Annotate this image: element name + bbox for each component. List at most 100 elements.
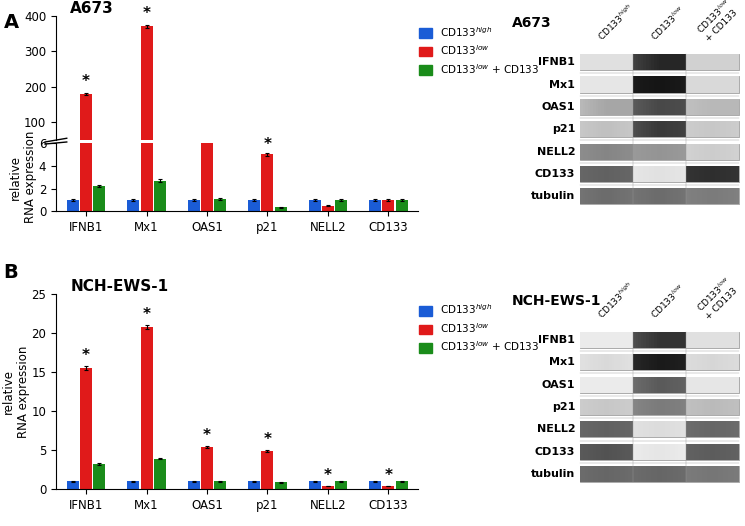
Bar — [627, 144, 630, 160]
Bar — [635, 144, 638, 160]
Bar — [644, 421, 647, 438]
Bar — [588, 99, 591, 115]
Bar — [588, 421, 591, 438]
Bar — [580, 54, 583, 70]
Bar — [609, 166, 612, 182]
Bar — [654, 76, 657, 93]
Bar — [638, 399, 641, 415]
Bar — [688, 354, 691, 370]
Bar — [603, 188, 606, 205]
Bar — [736, 144, 739, 160]
Bar — [707, 144, 710, 160]
Bar — [675, 166, 678, 182]
Bar — [625, 188, 628, 205]
Bar — [625, 54, 628, 70]
Bar — [641, 466, 644, 482]
Bar — [662, 421, 665, 438]
Bar — [598, 144, 601, 160]
Bar — [673, 466, 676, 482]
Bar — [657, 99, 659, 115]
Bar — [335, 200, 347, 211]
Bar — [641, 99, 644, 115]
Bar — [601, 332, 604, 348]
Bar — [675, 332, 678, 348]
Text: tubulin: tubulin — [531, 191, 575, 201]
Bar — [699, 466, 702, 482]
Bar — [654, 188, 657, 205]
Bar — [702, 76, 705, 93]
Text: *: * — [82, 74, 90, 89]
Bar — [657, 166, 659, 182]
Bar — [736, 444, 739, 460]
Bar — [322, 486, 334, 489]
Bar — [588, 166, 591, 182]
Text: *: * — [264, 137, 271, 151]
Bar — [683, 144, 686, 160]
Bar — [615, 444, 617, 460]
Bar — [275, 482, 287, 489]
Bar — [670, 188, 673, 205]
Bar — [617, 54, 620, 70]
Bar — [603, 144, 606, 160]
Bar — [141, 0, 153, 211]
Bar — [633, 377, 635, 393]
Bar — [731, 332, 734, 348]
Bar — [705, 466, 707, 482]
Bar — [601, 399, 604, 415]
Bar — [720, 399, 723, 415]
Bar — [612, 466, 615, 482]
Bar — [717, 166, 720, 182]
Bar — [683, 444, 686, 460]
Bar — [723, 54, 726, 70]
Bar — [705, 99, 707, 115]
Bar — [603, 421, 606, 438]
Bar — [691, 354, 694, 370]
Bar — [67, 200, 79, 211]
Bar — [662, 332, 665, 348]
Bar — [585, 444, 588, 460]
Bar — [668, 99, 670, 115]
Bar — [665, 166, 668, 182]
Bar — [675, 377, 678, 393]
Bar — [583, 377, 586, 393]
Bar — [705, 399, 707, 415]
Bar — [633, 354, 635, 370]
Bar — [646, 99, 649, 115]
Bar — [731, 399, 734, 415]
Bar — [670, 166, 673, 182]
Bar — [585, 76, 588, 93]
Bar — [598, 188, 601, 205]
Bar — [153, 157, 166, 158]
Bar — [665, 466, 668, 482]
Bar — [691, 421, 694, 438]
Bar — [620, 76, 623, 93]
Bar — [697, 444, 700, 460]
Bar — [617, 466, 620, 482]
Bar — [734, 76, 737, 93]
Bar — [729, 166, 731, 182]
Bar — [644, 99, 647, 115]
Bar — [691, 99, 694, 115]
Bar — [715, 332, 718, 348]
Bar — [644, 444, 647, 460]
Bar — [694, 166, 697, 182]
Bar — [659, 54, 662, 70]
Bar — [585, 99, 588, 115]
Bar — [603, 54, 606, 70]
Bar — [625, 466, 628, 482]
Bar — [657, 332, 659, 348]
Legend: CD133$^{high}$, CD133$^{low}$, CD133$^{low}$ + CD133: CD133$^{high}$, CD133$^{low}$, CD133$^{l… — [419, 25, 539, 76]
Bar — [694, 144, 697, 160]
Bar — [596, 76, 599, 93]
Bar — [668, 399, 670, 415]
Bar — [630, 399, 633, 415]
Bar — [726, 188, 729, 205]
Bar — [580, 121, 739, 137]
Bar — [668, 144, 670, 160]
Bar — [654, 466, 657, 482]
Bar — [591, 76, 593, 93]
Bar — [659, 421, 662, 438]
Bar — [601, 377, 604, 393]
Bar — [665, 76, 668, 93]
Bar — [678, 99, 681, 115]
